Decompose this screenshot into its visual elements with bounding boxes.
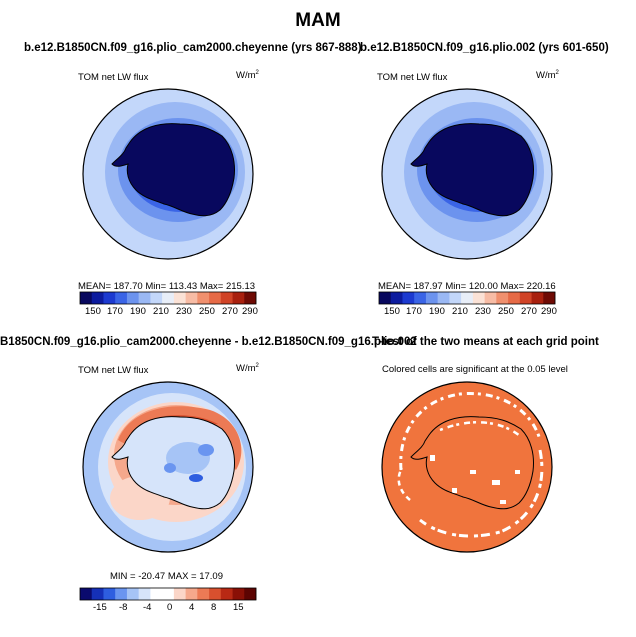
colorbar-swatch [126,292,139,304]
colorbar-swatch [232,588,245,600]
map-top-left [83,89,253,259]
colorbar-swatch [197,588,210,600]
tick-label: 250 [199,306,215,317]
stats-top-right: MEAN= 187.97 Min= 120.00 Max= 220.16 [378,281,556,292]
map-bottom-left [83,382,253,552]
colorbar-swatch [496,292,509,304]
map-border-bottom-left [82,381,254,553]
stats-bottom-left: MIN = -20.47 MAX = 17.09 [110,571,224,582]
tick-label: -4 [143,602,152,613]
units-label-bottom-left: W/m2 [236,363,259,375]
colorbar-swatch [519,292,532,304]
tick-label: 230 [176,306,192,317]
colorbar-swatch [80,292,93,304]
colorbar-swatch [220,292,233,304]
colorbar-top-left [79,291,257,305]
tick-label: 15 [233,602,244,613]
tick-label: -15 [93,602,107,613]
colorbar-swatch [185,292,198,304]
panel-title-top-right: b.e12.B1850CN.f09_g16.plio.002 (yrs 601-… [360,42,609,54]
tick-label: 8 [211,602,217,613]
colorbar-bottom-left [79,587,257,601]
variable-label-top-right: TOM net LW flux [377,72,448,83]
tick-label: 290 [541,306,557,317]
colorbar-swatch [425,292,438,304]
colorbar-swatch [173,292,186,304]
panel-title-bottom-right: T-test of the two means at each grid poi… [372,336,599,348]
colorbar-swatch [449,292,462,304]
tick-label: 170 [107,306,123,317]
colorbar-swatch [115,292,128,304]
colorbar-swatch [209,292,222,304]
colorbar-swatch [220,588,233,600]
tick-label: 190 [130,306,146,317]
colorbar-swatch [91,588,104,600]
colorbar-swatch [115,588,128,600]
colorbar-swatch [414,292,427,304]
tick-label: 4 [189,602,195,613]
colorbar-swatch [461,292,474,304]
tick-label: 210 [452,306,468,317]
colorbar-swatch [437,292,450,304]
colorbar-swatch [244,292,257,304]
ttest-note: Colored cells are significant at the 0.0… [382,364,568,375]
panel-title-top-left: b.e12.B1850CN.f09_g16.plio_cam2000.cheye… [24,42,362,54]
units-label-top-left: W/m2 [236,70,259,82]
colorbar-swatch [162,292,175,304]
page-title: MAM [295,10,341,31]
colorbar-swatch [103,588,116,600]
panel-title-bottom-left: B1850CN.f09_g16.plio_cam2000.cheyenne - … [0,336,417,348]
tick-label: 290 [242,306,258,317]
colorbar-swatch [402,292,415,304]
tick-label: 230 [475,306,491,317]
colorbar-swatch [390,292,403,304]
colorbar-swatch [103,292,116,304]
tick-label: 190 [429,306,445,317]
tick-label: 250 [498,306,514,317]
colorbar-swatch [138,292,151,304]
colorbar-swatch [162,588,175,600]
colorbar-swatch [543,292,556,304]
colorbar-outline [79,291,257,305]
variable-label-bottom-left: TOM net LW flux [78,365,149,376]
colorbar-swatch [379,292,392,304]
colorbar-swatch [80,588,93,600]
colorbar-swatch [150,588,163,600]
colorbar-top-right [378,291,556,305]
map-top-right [382,89,552,259]
colorbar-swatch [244,588,257,600]
map-border-top-right [381,88,553,260]
variable-label-top-left: TOM net LW flux [78,72,149,83]
colorbar-swatch [91,292,104,304]
colorbar-outline [378,291,556,305]
colorbar-swatch [531,292,544,304]
tick-label: 0 [167,602,173,613]
colorbar-swatch [508,292,521,304]
colorbar-swatch [484,292,497,304]
tick-label: 270 [222,306,238,317]
tick-label: -8 [119,602,128,613]
colorbar-swatch [232,292,245,304]
tick-label: 210 [153,306,169,317]
tick-label: 150 [85,306,101,317]
tick-label: 270 [521,306,537,317]
colorbar-swatch [150,292,163,304]
colorbar-swatch [173,588,186,600]
map-border-bottom-right [381,381,553,553]
tick-label: 150 [384,306,400,317]
colorbar-outline [79,587,257,601]
colorbar-swatch [197,292,210,304]
units-label-top-right: W/m2 [536,70,559,82]
map-bottom-right [382,382,552,552]
map-border-top-left [82,88,254,260]
colorbar-swatch [138,588,151,600]
tick-label: 170 [406,306,422,317]
colorbar-swatch [209,588,222,600]
colorbar-swatch [126,588,139,600]
stats-top-left: MEAN= 187.70 Min= 113.43 Max= 215.13 [78,281,256,292]
colorbar-swatch [472,292,485,304]
colorbar-swatch [185,588,198,600]
